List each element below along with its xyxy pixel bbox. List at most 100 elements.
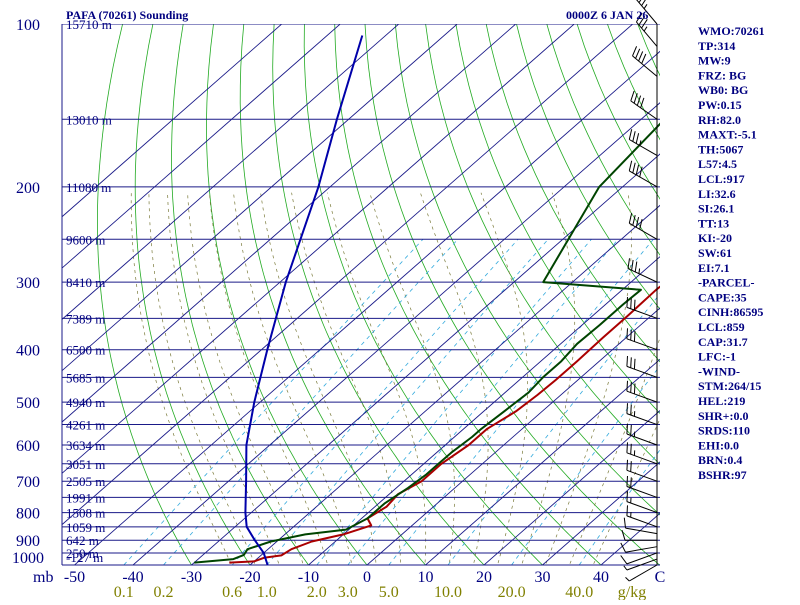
wind-barb-feather [627,297,628,307]
pressure-tick-label: 400 [16,343,40,360]
chart-station-title: PAFA (70261) Sounding [66,8,188,22]
wind-barb-half-feather [639,269,640,274]
wind-barb-feather [627,403,628,413]
mixing-ratio-tick-label: 2.0 [307,584,327,600]
height-label: 1508 m [66,506,105,521]
mixing-ratio-tick-label: 1.0 [257,584,277,600]
height-label: 3051 m [66,457,105,472]
temperature-tick-label: 10 [418,569,434,586]
index-line: TH:5067 [698,142,743,156]
index-line: TP:314 [698,39,735,53]
pressure-tick-label: 900 [16,533,40,550]
height-label: 3634 m [66,438,105,453]
index-line: L57:4.5 [698,157,737,171]
wind-barb-feather [631,330,632,340]
pressure-tick-label: 800 [16,506,40,523]
index-line: TT:13 [698,216,729,230]
index-line: CAP:31.7 [698,335,748,349]
mixing-ratio-tick-label: 0.2 [153,584,173,600]
index-line: KI:-20 [698,231,732,245]
pressure-tick-label: 700 [16,474,40,491]
height-label: 1991 m [66,490,105,505]
wind-barb-feather [631,425,632,435]
index-line: EI:7.1 [698,261,730,275]
mixing-ratio-tick-label: 0.6 [222,584,242,600]
wind-barb-feather [634,384,635,394]
height-label: 7389 m [66,311,105,326]
temperature-tick-label: 30 [535,569,551,586]
temperature-tick-label: 20 [476,569,492,586]
mixing-ratio-tick-label: 3.0 [338,584,358,600]
wind-barb-feather [631,298,632,309]
wind-barb-feather [627,328,628,339]
wind-barb-feather [631,405,632,416]
pressure-tick-label: 200 [16,180,40,197]
height-label: 9600 m [66,232,105,247]
wind-barb-feather [631,357,632,367]
wind-barb-feather [627,442,628,452]
index-line: MW:9 [698,54,731,68]
mixing-ratio-tick-label: 0.1 [114,584,134,600]
index-line: LI:32.6 [698,187,736,201]
index-line: RH:82.0 [698,113,741,127]
pressure-unit-label: mb [33,569,53,586]
index-line: WMO:70261 [698,24,765,38]
wind-barb-feather [631,444,632,454]
wind-barb-feather [631,382,632,393]
wind-barb-feather [627,356,628,366]
index-line: WB0: BG [698,83,748,97]
wind-barb-feather [634,300,635,310]
height-label: -127 m [66,550,103,565]
pressure-tick-label: 1000 [12,550,44,567]
wind-barb-feather [634,359,635,369]
index-line: HEL:219 [698,394,745,408]
height-label: 6500 m [66,343,105,358]
index-line: -PARCEL- [698,276,754,290]
mixing-ratio-tick-label: g/kg [618,584,646,600]
wind-barb-feather [627,424,628,434]
pressure-tick-label: 500 [16,395,40,412]
temperature-tick-label: -50 [64,569,85,586]
wind-barb-feather [631,477,632,487]
wind-barb-feather [627,460,628,471]
pressure-tick-label: 300 [16,275,40,292]
chart-time-label: 0000Z 6 JAN 26 [566,8,648,22]
wind-barb-feather [631,461,632,471]
index-line: SHR+:0.0 [698,409,749,423]
height-label: 5685 m [66,370,105,385]
wind-barb-feather [627,476,628,487]
index-line: STM:264/15 [698,379,761,393]
mixing-ratio-tick-label: 5.0 [379,584,399,600]
temperature-tick-label: 40 [593,569,609,586]
index-line: LCL:917 [698,172,745,186]
index-line: LFC:-1 [698,350,736,364]
index-line: CAPE:35 [698,290,747,304]
wind-barb-feather [627,381,628,391]
mixing-ratio-tick-label: 20.0 [498,584,526,600]
mixing-ratio-tick-label: 40.0 [565,584,593,600]
pressure-tick-label: 100 [16,17,40,34]
height-label: 13010 m [66,112,112,127]
index-line: CINH:86595 [698,305,763,319]
index-line: FRZ: BG [698,68,746,82]
index-line: SRDS:110 [698,424,750,438]
index-line: BRN:0.4 [698,453,742,467]
index-line: EHI:0.0 [698,438,739,452]
index-line: SI:26.1 [698,202,734,216]
height-label: 11080 m [66,180,111,195]
mixing-ratio-tick-label: 10.0 [434,584,462,600]
wind-barb-feather [627,491,628,501]
temperature-tick-label: 0 [363,569,371,586]
wind-barb-feather [634,331,635,341]
index-line: MAXT:-5.1 [698,128,757,142]
pressure-tick-label: 600 [16,438,40,455]
index-line: LCL:859 [698,320,745,334]
height-label: 4261 m [66,418,105,433]
index-line: BSHR:97 [698,468,747,482]
index-line: SW:61 [698,246,732,260]
index-line: PW:0.15 [698,98,742,112]
wind-barb-feather [627,505,628,516]
